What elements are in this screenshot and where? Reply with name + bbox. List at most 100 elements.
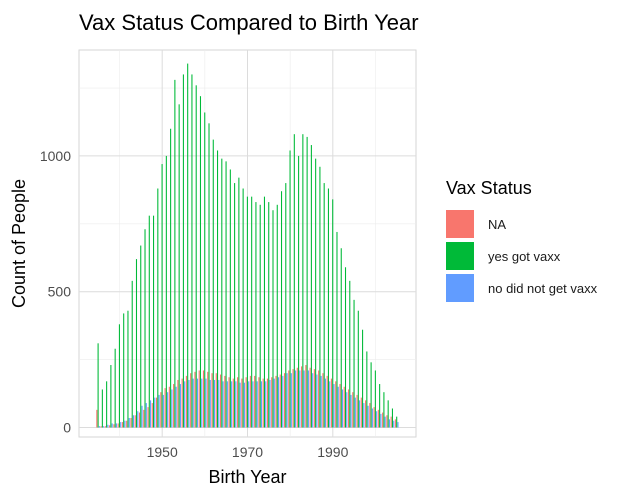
bar <box>362 329 364 428</box>
bar <box>225 161 227 428</box>
bar <box>123 313 125 428</box>
bar <box>170 128 172 428</box>
bar <box>265 381 267 428</box>
bar <box>369 403 371 428</box>
bar <box>140 245 142 428</box>
bar <box>303 370 305 428</box>
bar <box>237 377 239 428</box>
bar <box>124 420 126 428</box>
bar <box>283 373 286 428</box>
chart-title: Vax Status Compared to Birth Year <box>79 10 419 35</box>
y-tick-label: 500 <box>48 284 72 300</box>
bars <box>96 63 399 428</box>
bar <box>263 196 265 428</box>
bar <box>326 375 328 428</box>
bar <box>260 381 263 428</box>
bar <box>128 417 130 428</box>
bar <box>305 365 307 428</box>
bar <box>301 366 303 428</box>
y-tick-labels: 0 500 1000 <box>40 148 71 436</box>
bar <box>377 409 379 428</box>
x-tick-label: 1990 <box>317 444 348 460</box>
bar <box>272 210 274 428</box>
bar <box>366 351 368 428</box>
bar <box>262 378 264 428</box>
bar <box>394 419 396 428</box>
bar <box>365 400 367 428</box>
bar <box>318 370 320 428</box>
bar <box>289 150 291 428</box>
bar <box>126 420 128 428</box>
bar <box>315 158 317 428</box>
bar <box>178 104 180 428</box>
bar <box>323 183 325 428</box>
bar <box>173 384 175 428</box>
bar <box>371 408 373 428</box>
bar <box>335 381 337 428</box>
bar <box>396 416 398 428</box>
bar <box>101 389 103 428</box>
bar <box>268 202 270 428</box>
bar <box>160 392 162 428</box>
bar <box>153 215 155 428</box>
bar <box>165 155 167 428</box>
legend-label-na: NA <box>488 216 507 232</box>
bar <box>217 150 219 428</box>
bar <box>376 411 378 428</box>
bar <box>341 389 344 428</box>
bar <box>246 196 248 428</box>
bar <box>347 389 350 428</box>
bar <box>212 139 214 428</box>
bar <box>117 423 119 428</box>
bar <box>199 96 202 428</box>
bar <box>241 378 243 428</box>
bar <box>161 164 163 428</box>
legend-title: Vax Status <box>446 178 532 198</box>
bar <box>148 215 150 428</box>
bar <box>255 202 257 428</box>
bar <box>330 378 332 428</box>
legend-item-yes: yes got vaxx <box>446 241 597 271</box>
bar <box>231 381 233 428</box>
bar <box>295 370 297 428</box>
bar <box>174 79 176 428</box>
bar <box>391 408 393 428</box>
bar <box>360 397 362 428</box>
bar <box>288 370 290 428</box>
x-tick-label: 1970 <box>232 444 263 460</box>
bar <box>256 381 258 428</box>
bar <box>249 375 251 428</box>
bar <box>157 188 159 428</box>
bar <box>127 310 129 428</box>
bar <box>151 403 153 428</box>
bar <box>329 381 331 428</box>
y-tick-label: 1000 <box>40 148 71 164</box>
bar <box>298 155 300 428</box>
bar <box>134 415 136 428</box>
bar <box>310 145 312 428</box>
bar <box>380 413 382 428</box>
bar <box>218 379 220 428</box>
bar <box>388 419 390 428</box>
bar <box>307 370 309 428</box>
bar <box>306 136 308 428</box>
bar <box>339 384 341 428</box>
bar <box>150 400 152 428</box>
bar <box>373 407 375 428</box>
bar <box>252 381 254 428</box>
bar <box>327 188 329 428</box>
bar <box>397 422 399 428</box>
bar <box>97 343 99 428</box>
bar <box>120 422 122 428</box>
bar <box>162 394 164 428</box>
bar <box>154 397 156 428</box>
bar <box>110 365 112 428</box>
bar <box>293 134 295 428</box>
bar <box>386 415 388 428</box>
bar <box>222 381 224 428</box>
bar <box>309 367 311 428</box>
bar <box>313 369 315 428</box>
bar <box>353 299 355 428</box>
bar <box>204 112 206 428</box>
